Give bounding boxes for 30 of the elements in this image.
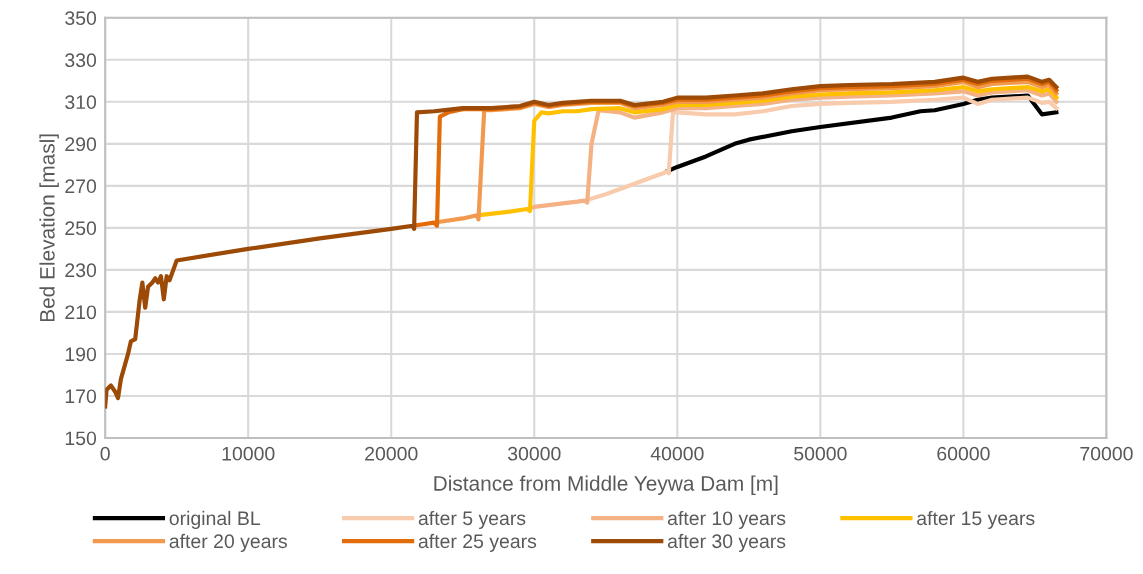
- y-axis-title: Bed Elevation [masl]: [39, 134, 59, 322]
- y-tick-label: 290: [65, 137, 97, 152]
- y-tick-label: 310: [65, 95, 97, 110]
- y-tick-label: 350: [65, 11, 97, 26]
- x-tick-label: 50000: [794, 446, 847, 461]
- legend-label: after 25 years: [418, 533, 537, 552]
- x-tick-label: 0: [100, 446, 110, 461]
- legend-label: original BL: [169, 510, 261, 529]
- x-tick-label: 40000: [650, 446, 704, 461]
- y-tick-label: 210: [65, 305, 97, 320]
- y-tick-label: 250: [65, 221, 97, 236]
- y-tick-label: 230: [65, 263, 97, 278]
- line-series: [586, 95, 1059, 202]
- x-tick-label: 70000: [1080, 446, 1133, 461]
- y-tick-label: 150: [65, 431, 97, 446]
- legend-label: after 15 years: [917, 510, 1035, 529]
- y-tick-label: 190: [65, 347, 97, 362]
- legend-label: after 10 years: [667, 510, 786, 529]
- x-tick-label: 20000: [365, 446, 418, 461]
- y-tick-label: 170: [65, 389, 97, 404]
- x-tick-label: 10000: [222, 446, 275, 461]
- x-tick-label: 60000: [937, 446, 990, 461]
- legend-label: after 20 years: [169, 533, 287, 552]
- line-series: [105, 74, 1059, 409]
- y-tick-label: 330: [65, 53, 97, 68]
- x-tick-label: 30000: [507, 446, 561, 461]
- x-axis-title: Distance from Middle Yeywa Dam [m]: [434, 475, 778, 495]
- y-tick-label: 270: [65, 179, 97, 194]
- legend-label: after 5 years: [418, 510, 526, 529]
- legend-label: after 30 years: [667, 533, 786, 552]
